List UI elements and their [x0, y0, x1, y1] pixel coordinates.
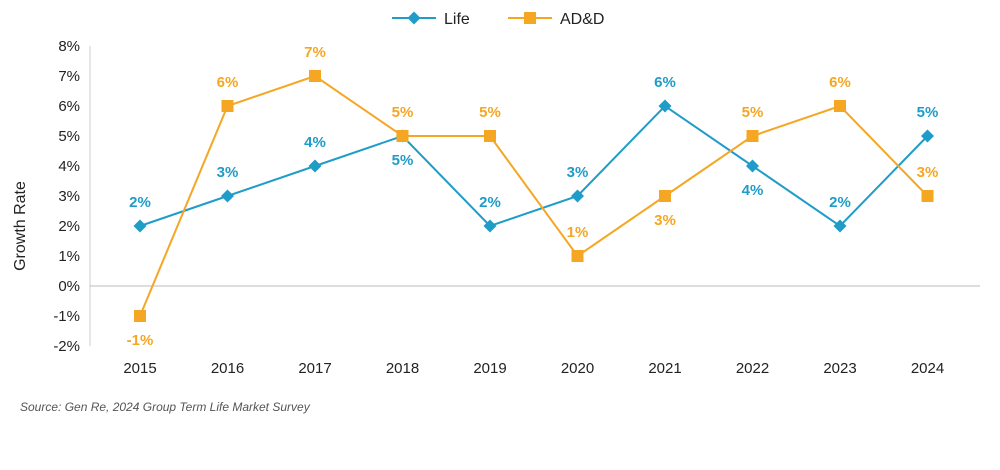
data-point: [484, 130, 496, 142]
data-point: [659, 190, 671, 202]
data-label: 6%: [654, 74, 676, 91]
legend-label: Life: [444, 11, 470, 28]
data-point: [833, 219, 847, 233]
y-axis-label: Growth Rate: [12, 181, 29, 271]
data-labels: 2% 3% 4% 5% 2% 3% 6% 4% 2% 5% -1% 6% 7% 5% 5% 1% 3% 5% 6% 3…: [127, 44, 939, 349]
data-point: [834, 100, 846, 112]
data-point: [746, 159, 759, 173]
y-tick-label: 3%: [58, 188, 80, 205]
data-label: 2%: [129, 194, 151, 211]
x-tick-label: 2021: [648, 360, 681, 377]
x-tick-label: 2022: [736, 360, 769, 377]
x-tick-label: 2015: [123, 360, 156, 377]
data-point: [921, 190, 934, 202]
data-label: 7%: [304, 44, 326, 61]
x-tick-label: 2020: [561, 360, 594, 377]
series-layer: [133, 70, 934, 322]
y-tick-label: -1%: [53, 308, 80, 325]
data-point: [571, 189, 584, 203]
data-point: [308, 159, 322, 173]
legend-diamond-icon: [407, 11, 421, 25]
source-note: Source: Gen Re, 2024 Group Term Life Mar…: [20, 400, 310, 414]
x-tick-label: 2019: [473, 360, 506, 377]
data-label: 5%: [742, 104, 764, 121]
x-tick-label: 2016: [211, 360, 244, 377]
data-point: [746, 130, 759, 142]
y-tick-label: 6%: [58, 98, 80, 115]
data-label: 3%: [917, 164, 939, 181]
y-tick-label: 4%: [58, 158, 80, 175]
series-line: [139, 74, 929, 317]
y-tick-label: 7%: [58, 68, 80, 85]
data-label: 2%: [479, 194, 501, 211]
y-tick-label: 1%: [58, 248, 80, 265]
data-point: [483, 219, 497, 233]
data-point: [571, 250, 584, 262]
data-label: 4%: [742, 182, 764, 199]
data-label: 5%: [392, 152, 414, 169]
legend: Life AD&D: [392, 11, 604, 28]
data-label: 6%: [217, 74, 239, 91]
data-label: 4%: [304, 134, 326, 151]
x-tick-label: 2018: [386, 360, 419, 377]
data-label: 3%: [567, 164, 589, 181]
legend-label: AD&D: [560, 11, 604, 28]
series-add: [134, 70, 934, 322]
series-life: [133, 99, 934, 233]
series-line: [139, 104, 929, 228]
data-label: 1%: [567, 224, 589, 241]
data-label: 6%: [829, 74, 851, 91]
x-tick-label: 2024: [911, 360, 944, 377]
y-tick-label: 2%: [58, 218, 80, 235]
data-point: [133, 219, 147, 233]
y-tick-label: 5%: [58, 128, 80, 145]
data-point: [921, 129, 934, 143]
y-tick-label: 0%: [58, 278, 80, 295]
data-point: [221, 189, 234, 203]
y-tick-label: 8%: [58, 38, 80, 55]
x-tick-label: 2017: [298, 360, 331, 377]
data-label: 3%: [217, 164, 239, 181]
y-tick-label: -2%: [53, 338, 80, 355]
data-point: [134, 310, 146, 322]
axes: -2% -1% 0% 1% 2% 3% 4% 5% 6% 7% 8% 2015 2016 2017 2018…: [53, 38, 980, 377]
data-label: 5%: [479, 104, 501, 121]
data-label: 5%: [392, 104, 414, 121]
data-point: [658, 99, 672, 113]
data-label: 5%: [917, 104, 939, 121]
data-label: 3%: [654, 212, 676, 229]
x-tick-label: 2023: [823, 360, 856, 377]
data-label: -1%: [127, 332, 154, 349]
data-label: 2%: [829, 194, 851, 211]
data-point: [396, 130, 409, 142]
data-point: [309, 70, 321, 82]
data-point: [221, 100, 234, 112]
legend-square-icon: [524, 12, 536, 24]
